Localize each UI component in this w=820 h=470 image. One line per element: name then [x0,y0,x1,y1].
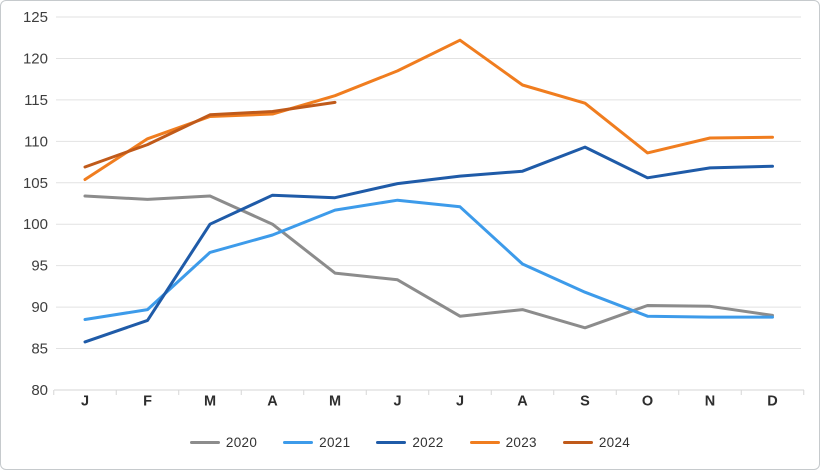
legend-swatch-2020 [189,440,220,445]
series-line-2020 [83,194,774,330]
x-axis-label: F [143,394,152,410]
legend-label: 2023 [505,435,537,450]
y-axis-label: 80 [31,382,48,399]
legend-item-2020: 2020 [189,435,258,450]
legend-swatch-2022 [376,440,407,445]
x-axis-label: O [642,394,653,410]
y-axis-label: 85 [31,341,48,358]
y-axis-label: 100 [23,216,48,233]
y-axis-label: 110 [24,133,48,150]
x-axis-label: J [81,394,89,410]
series-line-2024 [83,100,337,169]
x-axis-label: D [767,394,777,410]
y-axis-label: 115 [24,92,48,109]
legend-swatch-2024 [562,440,593,445]
x-axis-label: M [329,394,341,410]
series-line-2021 [83,198,774,321]
legend-item-2021: 2021 [283,435,350,450]
series-line-2023 [83,38,774,181]
x-axis-label: N [705,394,715,410]
series-line-2022 [83,145,774,344]
y-axis-label: 105 [23,175,48,192]
y-axis-label: 120 [23,50,48,67]
x-axis-label: J [393,394,401,410]
legend-swatch-2023 [469,440,500,445]
legend-swatch-2021 [283,440,314,445]
legend-item-2022: 2022 [376,435,443,450]
chart-legend: 2020 2021 2022 2023 2024 [1,435,819,450]
legend-label: 2022 [412,435,444,450]
x-axis-label: A [267,394,278,410]
x-axis-label: J [456,394,464,410]
x-axis-label: A [517,394,528,410]
x-axis-label: S [580,394,590,410]
legend-item-2023: 2023 [469,435,537,450]
y-axis-label: 95 [31,258,48,275]
y-axis-label: 90 [31,299,48,316]
y-axis-label: 125 [23,9,48,26]
legend-item-2024: 2024 [562,435,631,450]
legend-label: 2021 [319,435,351,450]
legend-label: 2024 [598,435,631,450]
x-axis-label: M [204,394,216,410]
legend-label: 2020 [225,435,258,450]
